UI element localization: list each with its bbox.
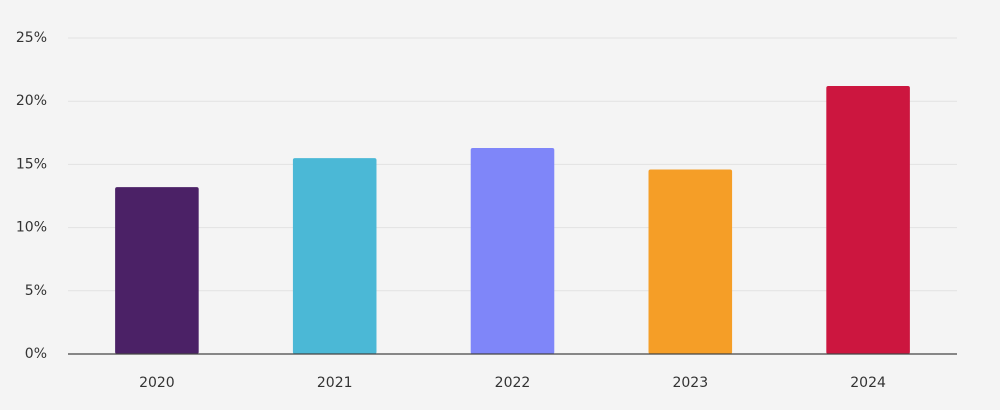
y-tick-label: 20% <box>16 93 47 109</box>
x-tick-label: 2022 <box>495 375 531 391</box>
bar <box>292 158 377 354</box>
y-tick-label: 0% <box>25 346 47 362</box>
y-tick-label: 15% <box>16 156 47 172</box>
bar <box>470 147 555 354</box>
x-tick-label: 2023 <box>672 375 708 391</box>
bar <box>115 187 199 354</box>
x-tick-label: 2024 <box>850 375 886 391</box>
x-tick-label: 2020 <box>139 375 175 391</box>
bar <box>826 86 910 355</box>
y-tick-label: 10% <box>16 220 47 236</box>
y-tick-label: 25% <box>16 30 47 46</box>
bar <box>648 169 733 354</box>
y-tick-label: 5% <box>25 283 47 299</box>
x-tick-label: 2021 <box>317 375 353 391</box>
